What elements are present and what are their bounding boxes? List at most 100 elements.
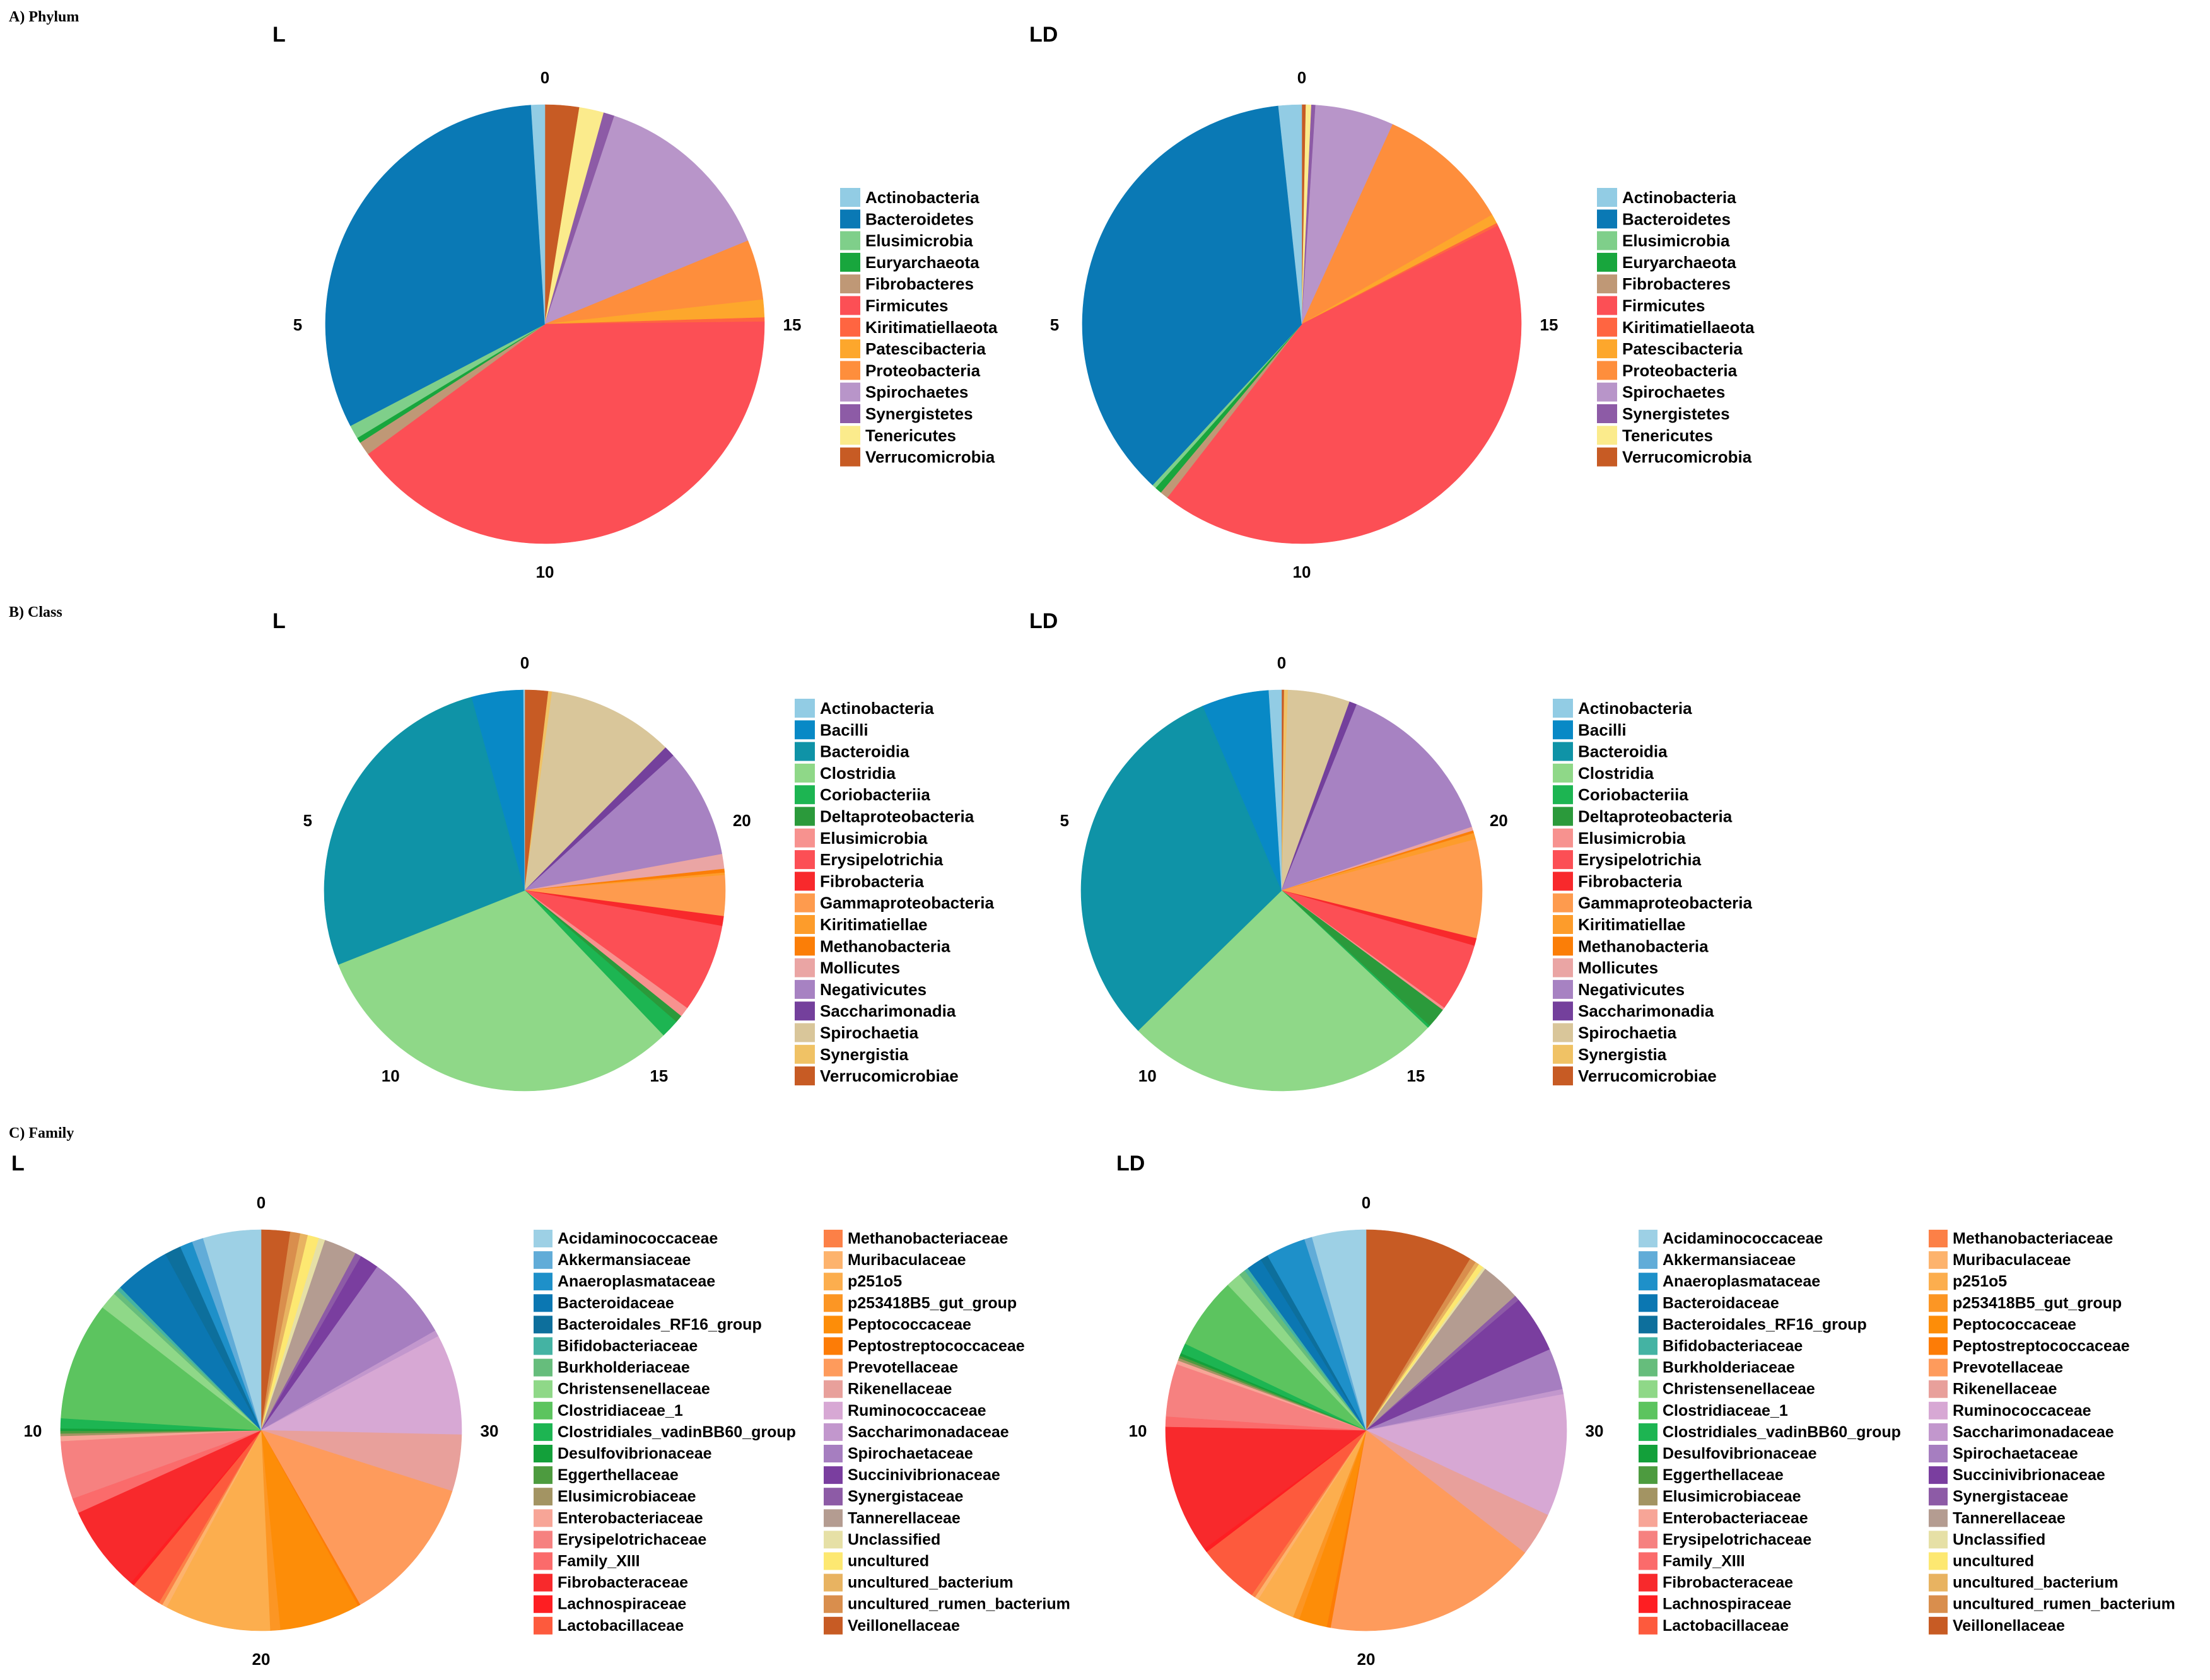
phylum-l-tick-15: 15 (783, 315, 802, 334)
phylum-l-legend-swatch-firmicutes (840, 296, 860, 315)
phylum-ld-tick-15: 15 (1540, 315, 1558, 334)
family-ld-legend-swatch-lachnospiraceae (1639, 1595, 1658, 1613)
class-ld-legend-swatch-bacteroidia (1553, 742, 1573, 761)
class-l-legend-label-coriobacteriia: Coriobacteriia (820, 785, 930, 804)
family-l-legend-label-veillonellaceae: Veillonellaceae (848, 1617, 960, 1635)
phylum-l-legend-label-euryarchaeota: Euryarchaeota (865, 253, 979, 272)
phylum-l-slice-spirochaetes (544, 115, 749, 325)
class-l-slice-erysipelotrichia (524, 890, 723, 1009)
class-l-legend-swatch-negativicutes (795, 979, 815, 999)
family-l-legend-label-prevotellaceae: Prevotellaceae (848, 1359, 958, 1377)
phylum-l-legend-label-tenericutes: Tenericutes (865, 426, 956, 445)
class-l-legend-label-elusimicrobia: Elusimicrobia (820, 829, 928, 848)
class-ld-legend-swatch-fibrobacteria (1553, 872, 1573, 891)
family-ld-legend-label-succinivibrionaceae: Succinivibrionaceae (1953, 1466, 2105, 1484)
family-l-legend-swatch-clostridiales-vadinbb60-group (534, 1423, 552, 1441)
phylum-l-legend-swatch-spirochaetes (840, 382, 860, 402)
class-l-slice-negativicutes (524, 755, 723, 891)
family-ld-legend-label-erysipelotrichaceae: Erysipelotrichaceae (1663, 1531, 1811, 1548)
family-l-legend-swatch-christensenellaceae (534, 1380, 552, 1398)
phylum-ld-slice-actinobacteria (1278, 104, 1302, 325)
phylum-ld-legend-swatch-tenericutes (1597, 426, 1617, 445)
family-ld-legend-label-tannerellaceae: Tannerellaceae (1953, 1509, 2066, 1527)
family-l-legend-swatch-synergistaceae (824, 1488, 843, 1506)
family-l-legend-label-synergistaceae: Synergistaceae (848, 1488, 964, 1505)
phylum-ld-legend-label-firmicutes: Firmicutes (1622, 296, 1705, 315)
class-ld-legend-label-kiritimatiellae: Kiritimatiellae (1578, 915, 1686, 934)
family-ld-legend-label-peptostreptococcaceae: Peptostreptococcaceae (1953, 1338, 2130, 1355)
class-ld-legend-label-synergistia: Synergistia (1578, 1045, 1667, 1064)
family-l-legend-swatch-peptostreptococcaceae (824, 1337, 843, 1355)
class-l-legend-swatch-synergistia (795, 1044, 815, 1064)
class-l-legend-swatch-spirochaetia (795, 1023, 815, 1042)
class-ld-legend-label-gammaproteobacteria: Gammaproteobacteria (1578, 894, 1753, 913)
phylum-l-legend-swatch-patescibacteria (840, 339, 860, 359)
family-ld-legend-swatch-family-xiii (1639, 1552, 1658, 1570)
class-ld-tick-0: 0 (1277, 653, 1286, 672)
class-l-legend-swatch-gammaproteobacteria (795, 893, 815, 913)
class-l-legend-label-fibrobacteria: Fibrobacteria (820, 872, 924, 890)
class-l-legend-swatch-actinobacteria (795, 699, 815, 718)
family-l-legend-label-unclassified: Unclassified (848, 1531, 940, 1548)
family-l-legend-swatch-muribaculaceae (824, 1251, 843, 1269)
family-l-legend-swatch-prevotellaceae (824, 1358, 843, 1377)
phylum-ld-legend-label-patescibacteria: Patescibacteria (1622, 339, 1743, 358)
family-l-legend-label-lachnospiraceae: Lachnospiraceae (558, 1595, 686, 1613)
phylum-l-legend-label-synergistetes: Synergistetes (865, 404, 973, 423)
family-l-legend: Acidaminococcaceae Akkermansiaceae Anaerop… (534, 1230, 1070, 1635)
class-l-legend-label-gammaproteobacteria: Gammaproteobacteria (820, 894, 995, 913)
family-l-slice-prevotellaceae (260, 1430, 453, 1605)
family-l-legend-swatch-lactobacillaceae (534, 1616, 552, 1635)
family-l-legend-label-rikenellaceae: Rikenellaceae (848, 1380, 952, 1398)
family-l-legend-swatch-tannerellaceae (824, 1509, 843, 1527)
family-l-legend-label-lactobacillaceae: Lactobacillaceae (558, 1617, 684, 1635)
family-ld-legend-label-peptococcaceae: Peptococcaceae (1953, 1315, 2076, 1333)
family-ld-legend-swatch-erysipelotrichaceae (1639, 1531, 1658, 1549)
family-ld-legend-label-uncultured: uncultured (1953, 1553, 2034, 1570)
class-l-legend-swatch-bacteroidia (795, 742, 815, 761)
family-l-legend-label-succinivibrionaceae: Succinivibrionaceae (848, 1466, 1000, 1484)
family-l-legend-swatch-anaeroplasmataceae (534, 1273, 552, 1291)
phylum-ld-legend-label-bacteroidetes: Bacteroidetes (1622, 209, 1731, 228)
phylum-ld-legend-swatch-elusimicrobia (1597, 231, 1617, 250)
family-l-slice-ruminococcaceae (260, 1336, 462, 1435)
family-ld-legend-swatch-uncultured (1929, 1552, 1948, 1570)
class-l-legend-label-spirochaetia: Spirochaetia (820, 1024, 919, 1042)
phylum-ld-legend-swatch-patescibacteria (1597, 339, 1617, 359)
family-l-legend-label-eggerthellaceae: Eggerthellaceae (558, 1466, 679, 1484)
class-l-pie: 0 5 10 15 20 (303, 653, 751, 1092)
family-l-legend-label-ruminococcaceae: Ruminococcaceae (848, 1402, 986, 1420)
phylum-l-legend-label-kiritimatiellaeota: Kiritimatiellaeota (865, 318, 998, 337)
class-ld-legend-swatch-methanobacteria (1553, 936, 1573, 956)
phylum-ld-legend-swatch-fibrobacteres (1597, 274, 1617, 294)
family-ld-legend-swatch-elusimicrobiaceae (1639, 1488, 1658, 1506)
family-ld-legend-swatch-uncultured-bacterium (1929, 1573, 1948, 1592)
class-ld-legend-label-methanobacteria: Methanobacteria (1578, 936, 1709, 955)
phylum-ld-legend-label-proteobacteria: Proteobacteria (1622, 361, 1738, 380)
class-ld-legend-label-coriobacteriia: Coriobacteriia (1578, 785, 1688, 804)
section-label-class: B) Class (9, 604, 62, 621)
phylum-l-tick-10: 10 (536, 563, 554, 581)
class-ld-legend-label-negativicutes: Negativicutes (1578, 980, 1685, 999)
family-ld-legend-label-uncultured-rumen-bacterium: uncultured_rumen_bacterium (1953, 1595, 2175, 1613)
class-l-legend-swatch-elusimicrobia (795, 828, 815, 848)
family-l-legend-swatch-eggerthellaceae (534, 1466, 552, 1485)
family-ld-legend-label-fibrobacteraceae: Fibrobacteraceae (1663, 1574, 1793, 1592)
family-l-legend-swatch-clostridiaceae-1 (534, 1401, 552, 1420)
class-ld-legend-swatch-spirochaetia (1553, 1023, 1573, 1042)
family-ld-legend-label-anaeroplasmataceae: Anaeroplasmataceae (1663, 1273, 1820, 1290)
family-ld-legend-swatch-bifidobacteriaceae (1639, 1337, 1658, 1355)
family-l-legend-label-akkermansiaceae: Akkermansiaceae (558, 1251, 691, 1269)
class-l-legend-label-bacilli: Bacilli (820, 720, 868, 739)
family-l-legend-label-muribaculaceae: Muribaculaceae (848, 1251, 966, 1269)
class-l-legend-label-synergistia: Synergistia (820, 1045, 909, 1064)
class-ld-title: LD (1029, 609, 1058, 633)
class-l-slice-bacteroidia (324, 696, 525, 965)
phylum-ld-legend-swatch-euryarchaeota (1597, 252, 1617, 272)
family-ld-legend-label-p251o5: p251o5 (1953, 1273, 2007, 1290)
class-l-legend-label-bacteroidia: Bacteroidia (820, 742, 909, 761)
family-ld-legend-label-enterobacteriaceae: Enterobacteriaceae (1663, 1509, 1808, 1527)
family-l-slice-spirochaetaceae (260, 1266, 436, 1431)
class-ld-slice-actinobacteria (1268, 689, 1282, 891)
class-l-legend: Actinobacteria Bacilli Bacteroidia Clostrid… (795, 699, 995, 1086)
